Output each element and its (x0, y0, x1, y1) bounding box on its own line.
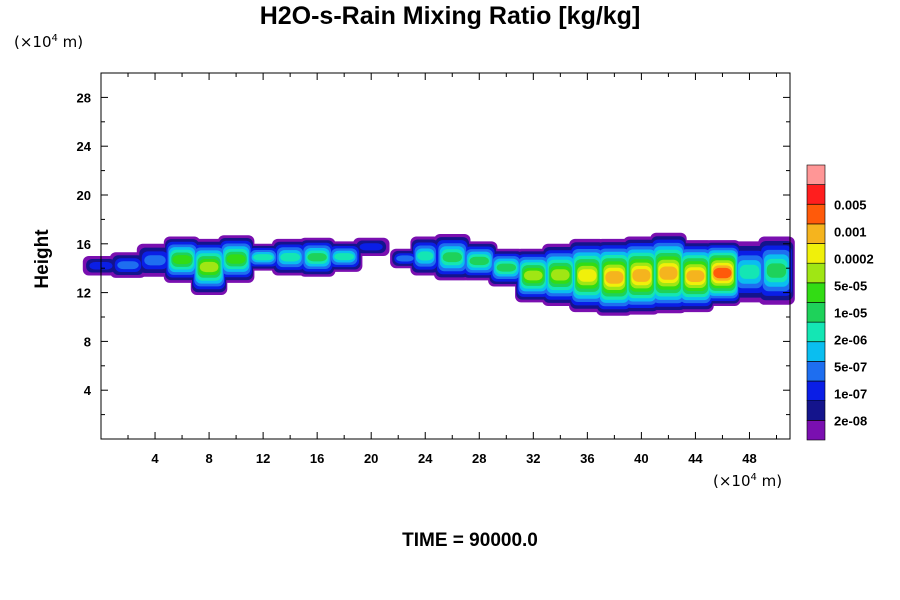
colorbar-label: 0.0002 (834, 251, 874, 266)
contour-region (632, 269, 651, 282)
contour-region (739, 264, 760, 279)
y-unit-prefix: (×10 (14, 33, 52, 51)
y-tick-label: 28 (77, 90, 91, 105)
colorbar-swatch (806, 164, 826, 185)
colorbar-swatch (806, 243, 826, 264)
x-tick-label: 32 (526, 451, 540, 466)
colorbar-label: 0.001 (834, 224, 867, 239)
colorbar-swatch (806, 184, 826, 205)
contour-region (172, 255, 192, 265)
x-unit-prefix: (×10 (713, 472, 751, 490)
contour-region (226, 254, 246, 264)
chart-title: H2O-s-Rain Mixing Ratio [kg/kg] (259, 2, 641, 30)
y-unit-suffix: m) (57, 33, 84, 51)
time-footer: TIME = 90000.0 (402, 530, 538, 551)
x-unit-suffix: m) (756, 472, 783, 490)
x-tick-label: 20 (364, 451, 378, 466)
x-tick-label: 8 (205, 451, 212, 466)
x-unit-exponent: 4 (750, 472, 757, 483)
colorbar-label: 1e-07 (834, 386, 867, 401)
x-tick-label: 40 (634, 451, 648, 466)
y-tick-label: 12 (77, 286, 91, 301)
plot-frame (100, 72, 791, 440)
contour-region (605, 271, 624, 284)
x-axis-unit: (×104 m) (713, 472, 782, 490)
contour-region (686, 270, 705, 282)
x-tick-label: 44 (688, 451, 703, 466)
colorbar-swatch (806, 282, 826, 303)
x-tick-label: 28 (472, 451, 486, 466)
x-tick-label: 48 (742, 451, 756, 466)
contour-region (551, 269, 570, 281)
contour-region (524, 270, 543, 281)
contour-region (199, 261, 219, 273)
colorbar-swatch (806, 420, 826, 441)
x-tick-label: 12 (256, 451, 270, 466)
contour-region (417, 251, 434, 261)
y-tick-label: 4 (84, 383, 92, 398)
contour-region (396, 255, 414, 262)
y-tick-label: 16 (77, 237, 91, 252)
colorbar-swatch (806, 341, 826, 362)
y-axis-unit: (×104 m) (14, 33, 83, 51)
contour-region (766, 263, 787, 278)
contour-region (307, 253, 327, 262)
contour-region (578, 269, 597, 282)
y-unit-exponent: 4 (51, 33, 58, 44)
colorbar-label: 2e-08 (834, 413, 867, 428)
contour-region (334, 253, 355, 261)
colorbar-swatch (806, 380, 826, 402)
x-tick-label: 36 (580, 451, 594, 466)
colorbar-label: 5e-07 (834, 359, 867, 374)
contour-region (359, 243, 383, 251)
colorbar-label: 0.005 (834, 197, 867, 212)
colorbar-swatch (806, 361, 826, 382)
colorbar-label: 2e-06 (834, 332, 867, 347)
colorbar-swatch (806, 262, 826, 284)
contour-region (253, 254, 273, 261)
x-tick-label: 24 (418, 451, 433, 466)
contour-region (442, 252, 462, 263)
colorbar-swatch (806, 302, 826, 323)
contour-region (469, 256, 489, 266)
colorbar-swatch (806, 204, 826, 225)
colorbar-swatch (806, 321, 826, 343)
y-tick-label: 24 (77, 139, 92, 154)
colorbar-label: 1e-05 (834, 305, 867, 320)
contour-region (280, 253, 301, 262)
contour-region (144, 255, 166, 266)
contour-region (117, 261, 139, 270)
colorbar-swatch (806, 400, 826, 421)
contour-region (496, 263, 516, 272)
contour-region (713, 267, 732, 279)
y-tick-label: 20 (77, 188, 91, 203)
colorbar-label: 5e-05 (834, 278, 867, 293)
y-tick-label: 8 (84, 334, 91, 349)
x-tick-label: 16 (310, 451, 324, 466)
colorbar-swatch (806, 223, 826, 244)
contour-region (659, 266, 678, 280)
x-tick-label: 4 (151, 451, 159, 466)
